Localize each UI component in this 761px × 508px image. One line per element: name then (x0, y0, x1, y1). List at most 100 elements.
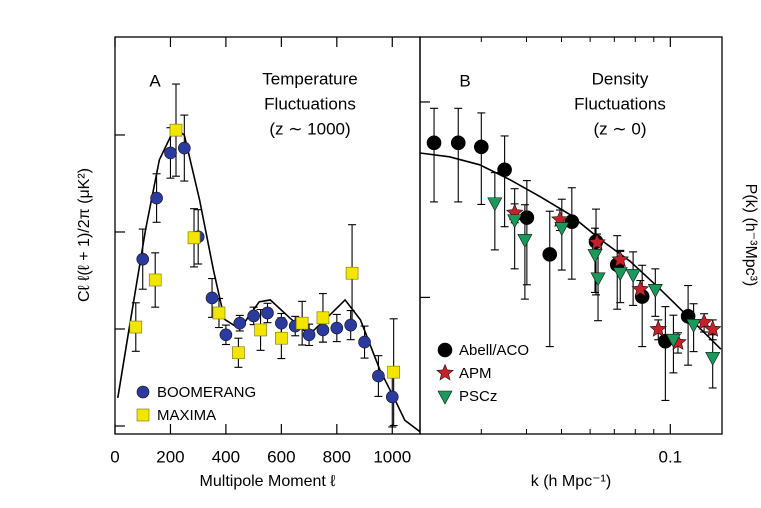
plot-area (420, 107, 722, 401)
point (612, 267, 628, 282)
error-bar (500, 135, 509, 228)
point (517, 234, 533, 249)
error-bar (430, 107, 439, 203)
legend-label: APM (459, 365, 492, 382)
x-tick-label: 1000 (373, 447, 411, 466)
point (665, 333, 681, 348)
error-bar (477, 112, 486, 205)
point (187, 231, 201, 245)
legend-marker (437, 342, 453, 358)
model-curve (117, 127, 420, 433)
point (150, 191, 163, 205)
legend-marker (436, 363, 454, 381)
legend-marker (136, 408, 150, 422)
panel-note: Fluctuations (574, 94, 666, 113)
x-tick-label: 200 (156, 447, 184, 466)
panel-note: Temperature (262, 69, 357, 88)
x-tick-label: 0.1 (658, 447, 682, 466)
point (148, 273, 162, 287)
point (129, 320, 143, 334)
panel-note: (z ∼ 1000) (269, 119, 350, 138)
panel-label: A (149, 71, 161, 90)
point (387, 365, 400, 379)
legend-marker (437, 390, 453, 405)
point (330, 321, 344, 335)
point (507, 214, 523, 229)
point (345, 266, 359, 280)
x-axis-label: k (h Mpc⁻¹) (531, 473, 611, 490)
point (358, 335, 371, 349)
point (474, 139, 489, 155)
plot-area (117, 83, 420, 433)
point (631, 280, 650, 297)
point (205, 291, 219, 305)
point (647, 284, 663, 298)
point (519, 210, 535, 225)
error-bar (510, 188, 519, 270)
point (247, 309, 260, 323)
point (233, 316, 247, 330)
error-bar (454, 107, 463, 203)
point (316, 323, 330, 337)
legend-label: MAXIMA (157, 407, 216, 424)
point (219, 328, 233, 342)
point (385, 390, 399, 404)
point (261, 306, 274, 320)
error-bar (522, 180, 531, 286)
point (705, 351, 721, 366)
panel-note: Density (592, 69, 649, 88)
model-curve (420, 152, 722, 350)
error-bar (567, 187, 576, 280)
point (295, 316, 309, 330)
point (587, 249, 603, 264)
error-bar (545, 210, 554, 348)
panel-note: Fluctuations (264, 94, 356, 113)
point (344, 318, 357, 332)
point (254, 323, 267, 337)
point (302, 328, 316, 342)
point (232, 346, 245, 360)
x-axis-label: Multipole Moment ℓ (200, 473, 336, 490)
point (275, 316, 288, 330)
point (554, 222, 570, 237)
y-axis-label: P(k) (h⁻³Mpc³) (742, 184, 759, 287)
point (450, 135, 466, 151)
point (564, 214, 580, 229)
point (588, 233, 606, 251)
point (164, 146, 177, 160)
point (542, 247, 558, 262)
panel-label: B (459, 71, 470, 90)
error-bar (638, 264, 647, 348)
legend-marker (136, 385, 150, 399)
y-axis-label: Cℓ ℓ(ℓ + 1)/2π (μK²) (76, 168, 93, 302)
point (590, 272, 606, 287)
point (625, 269, 641, 284)
point (316, 311, 330, 325)
panel-note: (z ∼ 0) (594, 119, 647, 138)
error-bar (661, 306, 670, 401)
x-tick-label: 0 (110, 447, 119, 466)
point (686, 319, 702, 333)
point (426, 135, 442, 151)
point (178, 141, 191, 155)
point (487, 197, 503, 212)
point (372, 369, 385, 383)
legend-label: BOOMERANG (157, 384, 256, 401)
error-bar (684, 284, 693, 366)
x-tick-label: 800 (323, 447, 351, 466)
point (611, 250, 630, 268)
point (136, 252, 150, 266)
x-tick-label: 600 (267, 447, 295, 466)
legend-label: PSCz (459, 388, 497, 405)
x-tick-label: 400 (212, 447, 240, 466)
point (275, 331, 288, 345)
point (649, 320, 668, 337)
point (212, 306, 226, 320)
legend-label: Abell/ACO (459, 342, 529, 359)
point (497, 162, 512, 178)
panel-frame (419, 36, 723, 435)
point (169, 123, 183, 137)
point (703, 320, 722, 337)
